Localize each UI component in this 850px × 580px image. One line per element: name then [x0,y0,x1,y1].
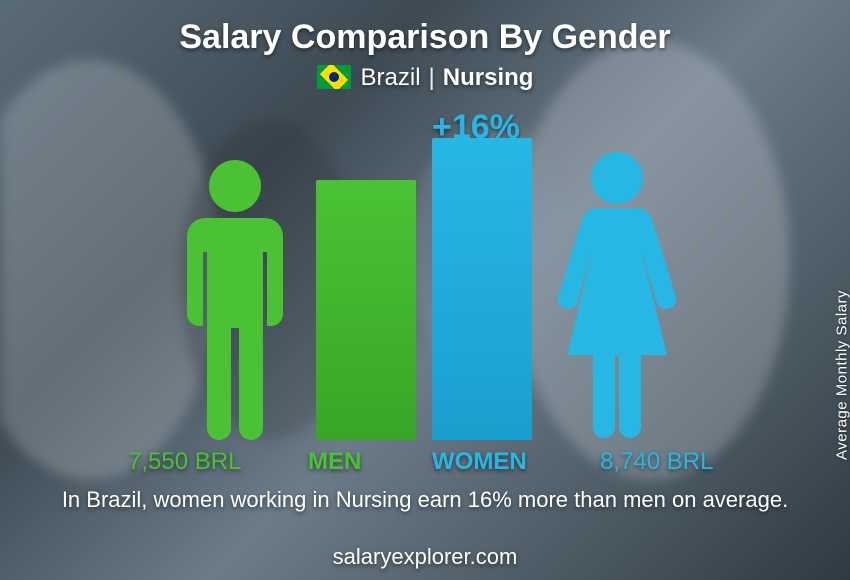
y-axis-label: Average Monthly Salary [834,290,850,460]
female-icon [552,150,682,440]
separator: | [429,64,435,91]
women-bar [432,138,532,440]
subtitle: Brazil | Nursing [0,64,850,92]
men-bar [316,180,416,440]
sector-label: Nursing [443,64,534,91]
infographic-stage: Salary Comparison By Gender Brazil | Nursi… [0,0,850,580]
men-salary: 7,550 BRL [128,448,241,476]
women-salary: 8,740 BRL [600,448,713,476]
summary-text: In Brazil, women working in Nursing earn… [40,486,810,514]
title: Salary Comparison By Gender [0,18,850,57]
male-icon [175,158,295,440]
country-label: Brazil [361,64,421,91]
chart-area [0,140,850,440]
brazil-flag-icon [317,65,351,89]
women-label: WOMEN [432,448,527,476]
men-label: MEN [308,448,361,476]
site-credit: salaryexplorer.com [0,544,850,570]
